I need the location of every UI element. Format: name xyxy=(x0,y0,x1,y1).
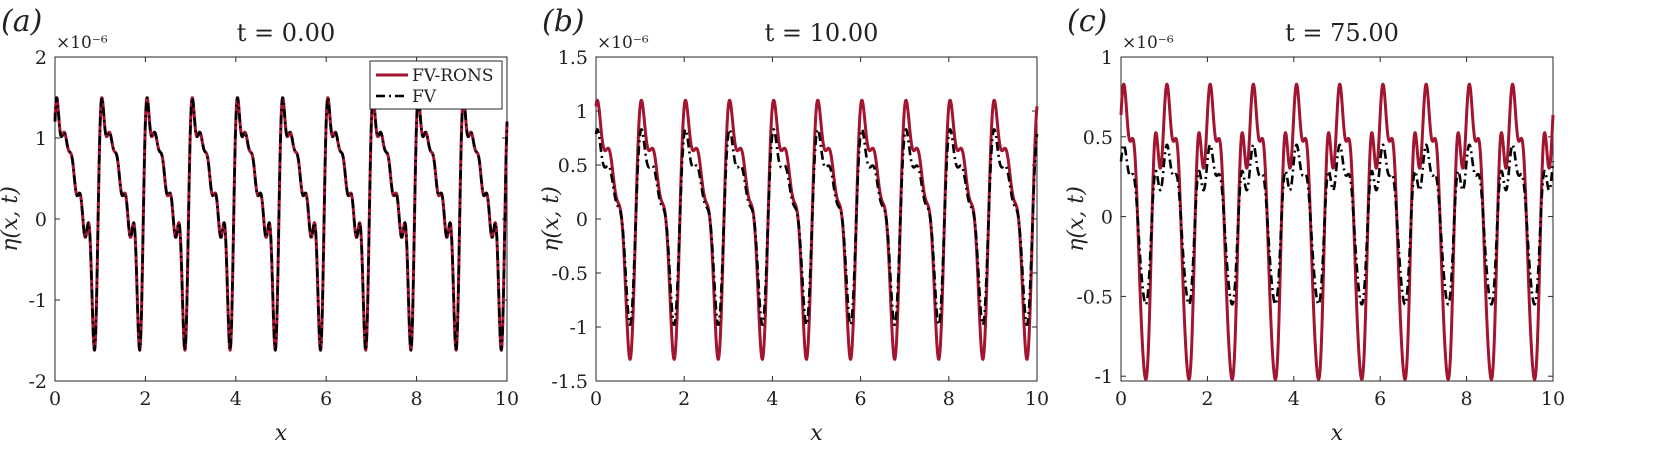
x-tick-label: 2 xyxy=(678,388,690,410)
panel-2: 0 2 4 6 8 10 -1.5 -1 -0.5 0 0.5 1 1.5 t = 10.00 (b) ×10… xyxy=(539,4,1049,446)
y-axis-label: η(x, t) xyxy=(0,186,23,252)
x-tick-label: 0 xyxy=(1115,388,1127,410)
panel-label: (a) xyxy=(1,4,42,39)
y-tick-label: 2 xyxy=(35,47,47,69)
y-tick-label: 0 xyxy=(35,209,47,231)
x-axis-label: x xyxy=(1331,421,1344,446)
x-tick-label: 0 xyxy=(49,388,61,410)
y-tick-label: 0.5 xyxy=(558,155,588,177)
y-tick-label: 1 xyxy=(1101,47,1113,69)
y-tick-label: 0 xyxy=(1101,207,1113,229)
panel-title: t = 10.00 xyxy=(765,19,879,47)
x-tick-label: 6 xyxy=(320,388,332,410)
legend-label: FV xyxy=(412,87,437,107)
x-tick-label: 10 xyxy=(1025,388,1049,410)
y-tick-label: -1.5 xyxy=(551,371,588,393)
x-tick-label: 2 xyxy=(139,388,151,410)
y-tick-label: 1 xyxy=(35,128,47,150)
x-tick-label: 4 xyxy=(230,388,242,410)
x-tick-label: 4 xyxy=(766,388,778,410)
legend-label: FV-RONS xyxy=(412,66,494,86)
x-tick-label: 4 xyxy=(1288,388,1300,410)
panel-title: t = 0.00 xyxy=(237,19,335,47)
x-tick-label: 10 xyxy=(495,388,519,410)
x-tick-label: 8 xyxy=(411,388,423,410)
series-line-fv-rons xyxy=(1119,82,1555,381)
axis-exponent: ×10⁻⁶ xyxy=(1122,33,1174,53)
panel-3: 0 2 4 6 8 10 -1 -0.5 0 0.5 1 t = 75.00 (c) ×10⁻⁶ x η(x,… xyxy=(1064,4,1565,446)
axis-exponent: ×10⁻⁶ xyxy=(597,33,649,53)
x-tick-label: 8 xyxy=(1461,388,1473,410)
x-tick-label: 6 xyxy=(855,388,867,410)
panel-label: (c) xyxy=(1067,4,1107,39)
y-tick-label: 1 xyxy=(576,101,588,123)
panel-label: (b) xyxy=(542,4,585,39)
y-tick-label: -1 xyxy=(1094,366,1113,388)
x-tick-label: 10 xyxy=(1541,388,1565,410)
y-tick-label: -2 xyxy=(28,371,47,393)
panel-title: t = 75.00 xyxy=(1285,19,1399,47)
x-tick-label: 2 xyxy=(1201,388,1213,410)
y-tick-label: -0.5 xyxy=(1076,286,1113,308)
y-tick-label: 1.5 xyxy=(558,47,588,69)
axis-exponent: ×10⁻⁶ xyxy=(56,33,108,53)
y-tick-label: -1 xyxy=(28,290,47,312)
x-tick-label: 6 xyxy=(1374,388,1386,410)
series-line-fv xyxy=(594,128,1039,327)
x-tick-label: 0 xyxy=(590,388,602,410)
y-axis-label: η(x, t) xyxy=(1064,186,1089,252)
series-line-fv xyxy=(53,96,509,352)
y-axis-label: η(x, t) xyxy=(539,186,564,252)
y-tick-label: -0.5 xyxy=(551,263,588,285)
y-tick-label: -1 xyxy=(569,317,588,339)
x-axis-label: x xyxy=(810,421,823,446)
y-tick-label: 0 xyxy=(576,209,588,231)
axes-box xyxy=(1120,56,1554,382)
x-tick-label: 8 xyxy=(943,388,955,410)
x-axis-label: x xyxy=(275,421,288,446)
panel-1: 0 2 4 6 8 10 -2 -1 0 1 2 t = 0.00 (a) ×10⁻⁶ x η(x, t) FV… xyxy=(0,4,519,446)
series-line-fv xyxy=(1119,143,1555,306)
legend-box xyxy=(369,60,503,110)
y-tick-label: 0.5 xyxy=(1083,127,1113,149)
